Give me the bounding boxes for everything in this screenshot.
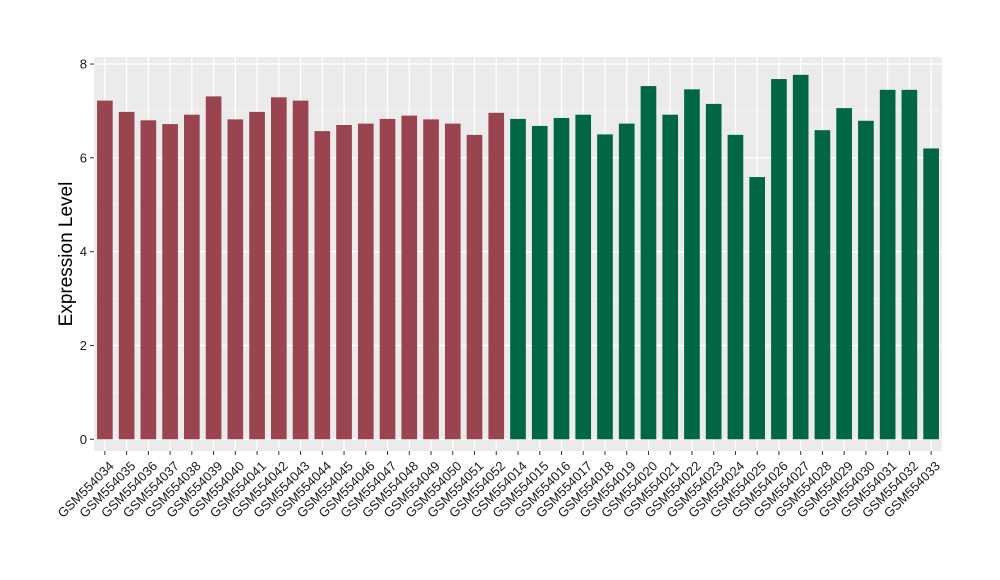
bar-GSM554016 (553, 117, 570, 440)
bar-GSM554039 (205, 96, 222, 440)
bar-GSM554034 (97, 100, 113, 440)
bar-GSM554050 (444, 123, 461, 440)
y-tick-label: 8 (80, 57, 87, 72)
bar-GSM554049 (423, 119, 439, 440)
bar-GSM554035 (118, 111, 135, 440)
bar-GSM554033 (923, 148, 939, 440)
y-tick-label: 6 (80, 150, 87, 165)
bar-GSM554018 (597, 134, 613, 440)
x-axis: GSM554034GSM554035GSM554036GSM554037GSM5… (55, 451, 943, 521)
bar-GSM554038 (184, 114, 200, 440)
y-tick-label: 0 (80, 432, 87, 447)
bar-GSM554026 (771, 79, 787, 440)
bar-GSM554037 (162, 124, 178, 440)
bar-GSM554020 (640, 86, 657, 440)
bar-GSM554029 (836, 108, 852, 440)
bar-GSM554048 (401, 115, 418, 440)
bar-GSM554040 (227, 119, 244, 440)
bar-GSM554027 (792, 74, 809, 440)
bar-GSM554047 (379, 118, 396, 440)
bar-GSM554023 (705, 103, 722, 440)
bars (97, 74, 939, 440)
bar-GSM554041 (249, 111, 265, 440)
bar-GSM554052 (488, 112, 505, 440)
bar-GSM554045 (336, 125, 352, 440)
y-tick-label: 4 (80, 244, 87, 259)
bar-GSM554024 (727, 134, 744, 440)
bar-GSM554014 (510, 118, 526, 440)
bar-GSM554021 (662, 114, 679, 440)
bar-GSM554046 (357, 123, 374, 440)
bar-GSM554017 (575, 114, 592, 440)
bar-GSM554019 (618, 123, 635, 440)
bar-GSM554042 (270, 97, 287, 440)
bar-GSM554044 (314, 131, 331, 440)
bar-GSM554031 (879, 89, 896, 440)
bar-GSM554022 (684, 89, 700, 440)
bar-GSM554025 (749, 177, 766, 440)
y-axis-title: Expression Level (56, 182, 77, 327)
bar-GSM554032 (901, 89, 918, 440)
y-axis: 0 2 4 6 8 (80, 57, 94, 447)
bar-GSM554015 (531, 125, 548, 440)
bar-GSM554028 (814, 130, 831, 440)
bar-GSM554043 (292, 100, 309, 440)
bar-GSM554030 (858, 120, 874, 440)
y-tick-label: 2 (80, 338, 87, 353)
bar-GSM554051 (466, 134, 483, 440)
bar-GSM554036 (140, 120, 157, 440)
